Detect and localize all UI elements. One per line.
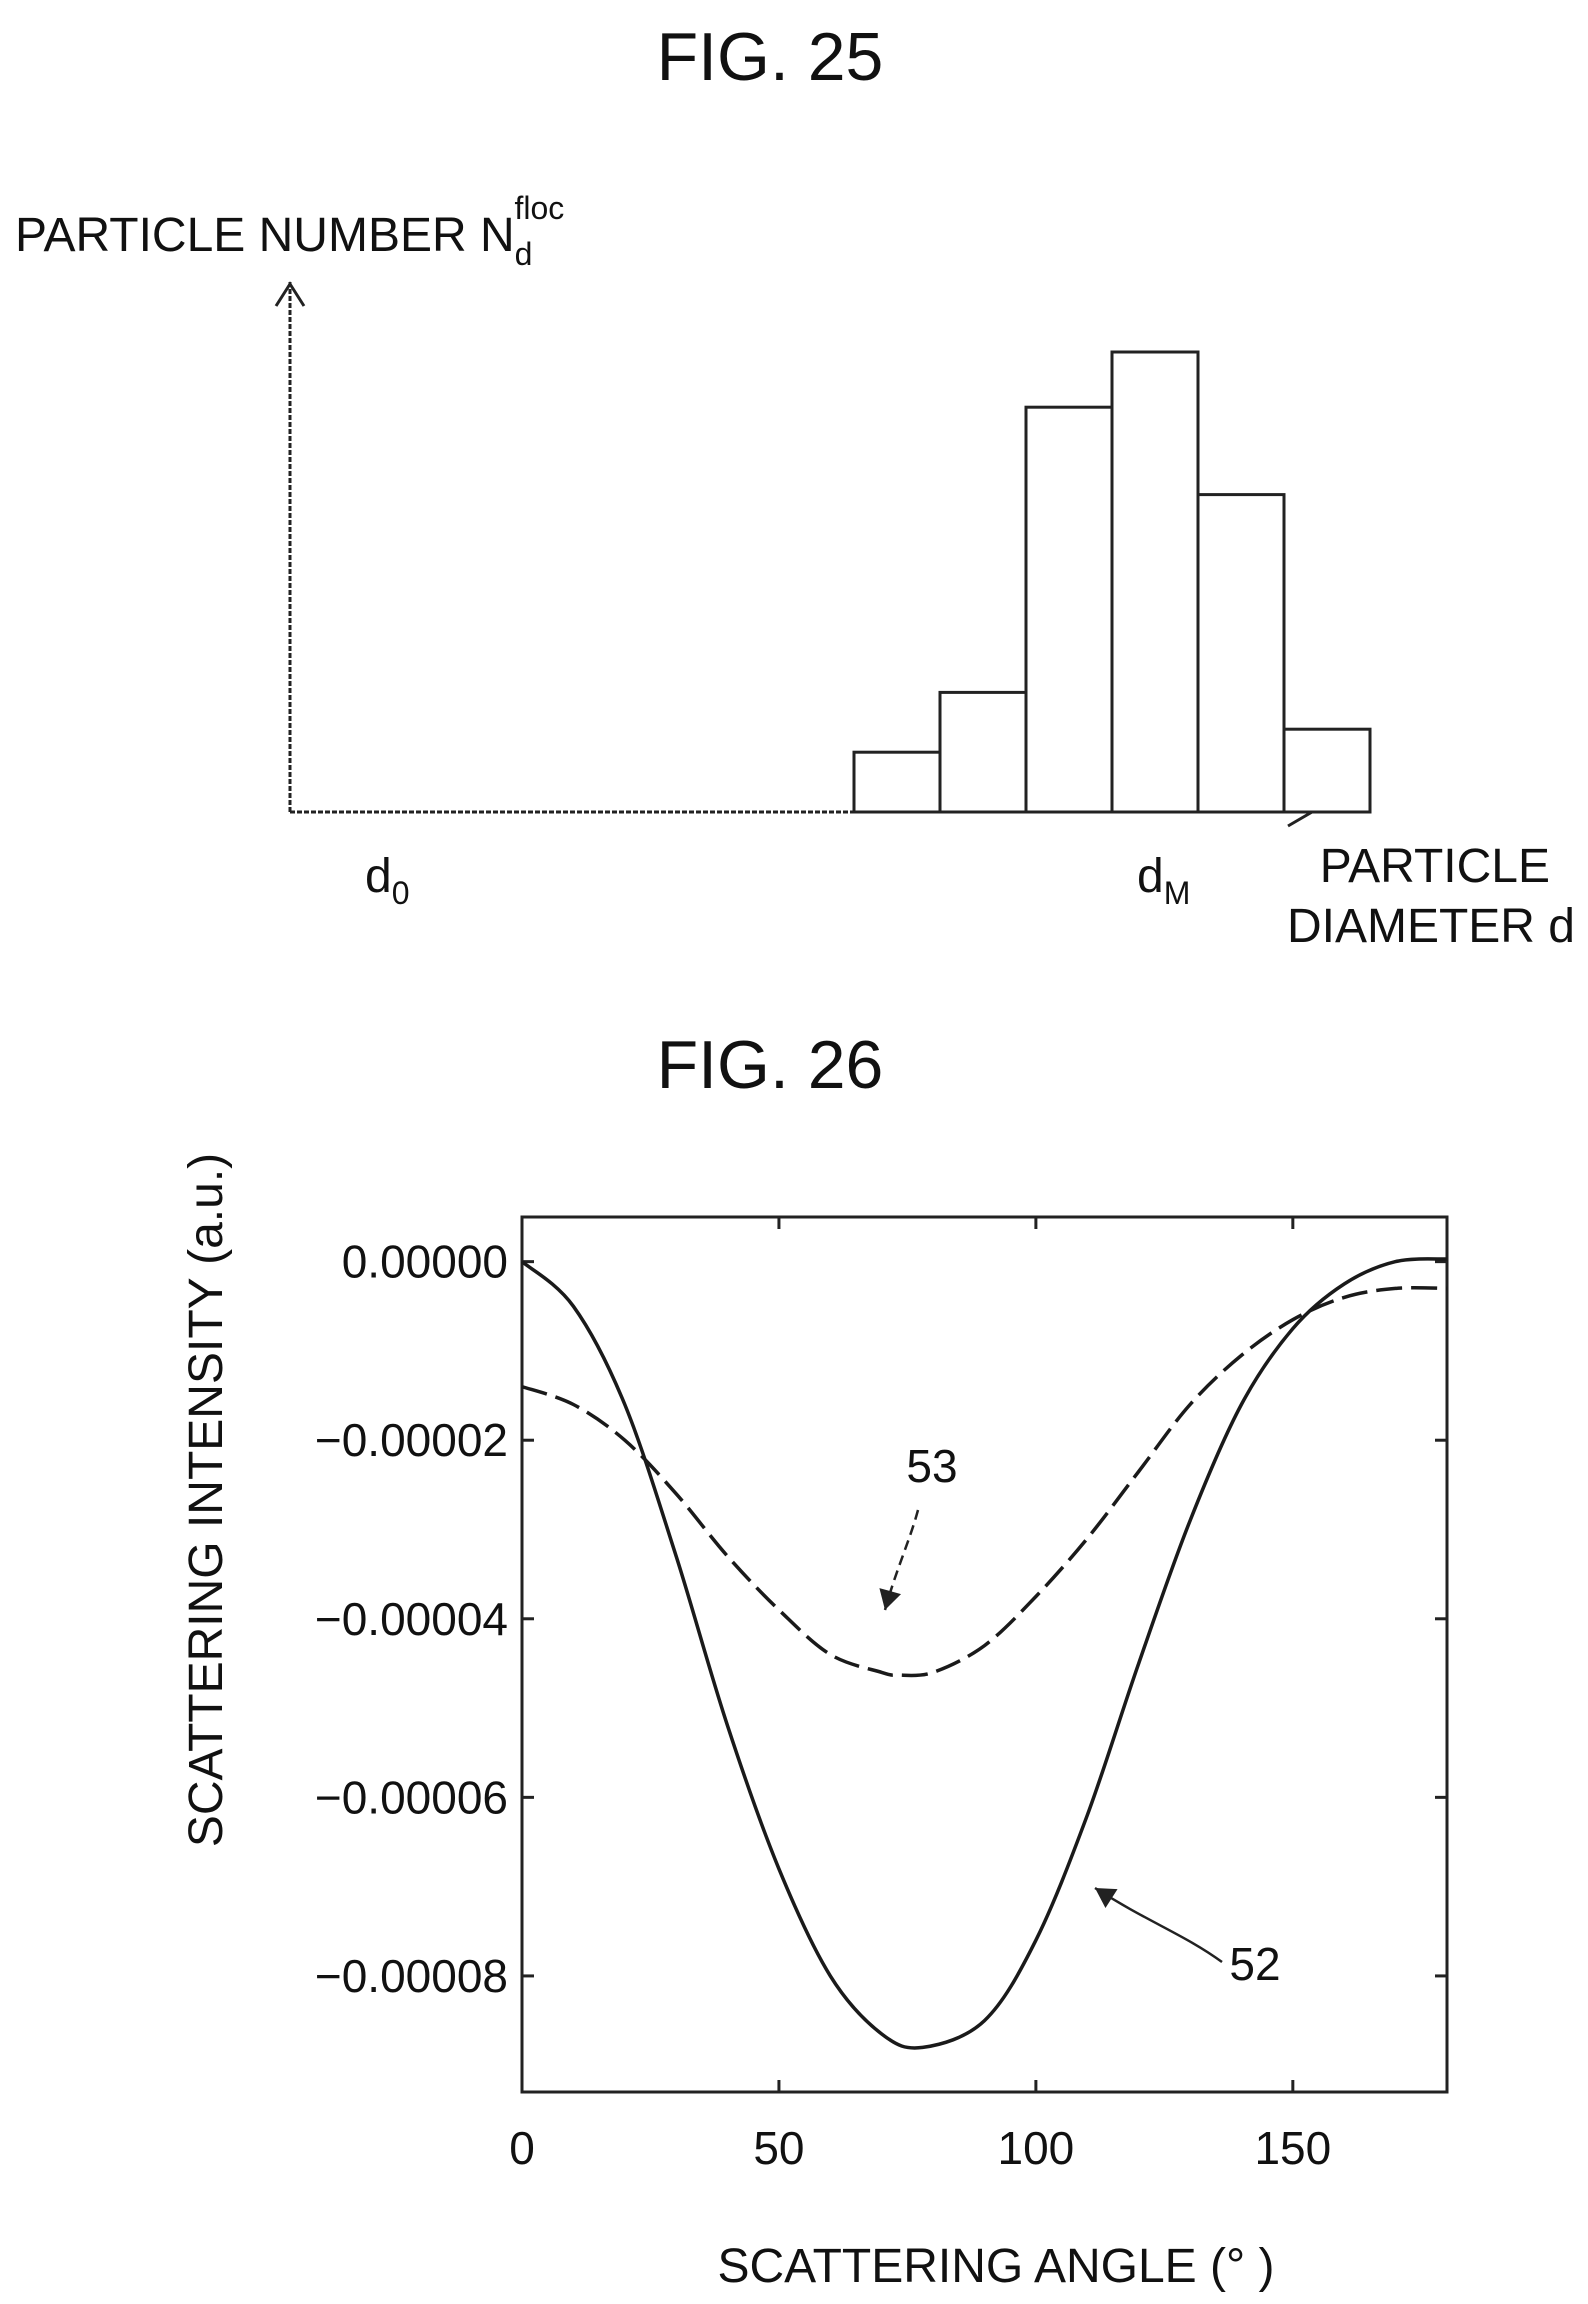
- fig25-bar: [852, 750, 942, 814]
- fig25-x-axis-label-line2: DIAMETER d: [1287, 900, 1575, 953]
- fig26-lines: [520, 1257, 1448, 2050]
- fig26-callout-52: 52: [1229, 1938, 1280, 1990]
- fig26-callout-52-leader: [1094, 1886, 1223, 1964]
- fig26-x-tick-label: 100: [998, 2122, 1075, 2174]
- fig25-ylabel-sup: floc: [514, 190, 564, 226]
- fig25-ylabel-sub: d: [515, 236, 533, 272]
- fig26-group: FIG. 26 0 50 100 150 0.00000 −0.00002 −0.00004…: [180, 1027, 1449, 2293]
- fig26-series-53: [521, 1285, 1448, 1678]
- fig26-y-tick-label: −0.00004: [315, 1593, 508, 1645]
- fig25-bar: [1196, 493, 1286, 814]
- fig25-title: FIG. 25: [657, 19, 884, 95]
- fig26-ticks: 0 50 100 150 0.00000 −0.00002 −0.00004 −0.00006…: [315, 1217, 1447, 2174]
- fig25-bar: [1282, 727, 1372, 814]
- fig26-x-tick-label: 50: [753, 2122, 804, 2174]
- fig25-y-axis-label: PARTICLE NUMBER Nd floc: [15, 190, 564, 272]
- fig26-y-tick-label: −0.00008: [315, 1950, 508, 2002]
- fig25-ylabel-main: PARTICLE NUMBER N: [15, 209, 515, 262]
- fig26-y-tick-label: −0.00002: [315, 1414, 508, 1466]
- fig26-y-tick-label: 0.00000: [342, 1236, 508, 1288]
- fig26-plot-frame: [520, 1215, 1449, 2094]
- fig26-x-tick-label: 0: [509, 2122, 535, 2174]
- fig26-x-axis-label: SCATTERING ANGLE (° ): [717, 2240, 1274, 2293]
- fig26-y-tick-label: −0.00006: [315, 1771, 508, 1823]
- fig25-bars: [852, 350, 1372, 814]
- fig25-x-end-label: dM: [1137, 850, 1190, 911]
- fig25-x-start-label: d0: [365, 850, 410, 911]
- fig26-title: FIG. 26: [657, 1027, 884, 1103]
- fig26-series-52: [520, 1257, 1448, 2050]
- fig25-dm-base: d: [1137, 850, 1164, 903]
- fig25-dm-sub: M: [1164, 875, 1191, 911]
- fig26-x-tick-label: 150: [1254, 2122, 1331, 2174]
- fig25-bar: [938, 690, 1028, 814]
- fig25-x-axis-label-line1: PARTICLE: [1320, 840, 1550, 893]
- fig26-callout-53-leader: [879, 1509, 920, 1611]
- fig25-bar: [1024, 405, 1114, 814]
- fig25-d0-base: d: [365, 850, 392, 903]
- fig25-group: FIG. 25 PARTICLE NUMBER Ndfloc d0 dM PAR…: [15, 19, 1575, 953]
- fig25-y-axis-arrowhead: [274, 281, 306, 307]
- fig25-bar: [1110, 350, 1200, 814]
- fig26-y-axis-label: SCATTERING INTENSITY (a.u.): [180, 1153, 233, 1847]
- fig25-d0-sub: 0: [392, 875, 410, 911]
- fig26-callout-53: 53: [906, 1440, 957, 1492]
